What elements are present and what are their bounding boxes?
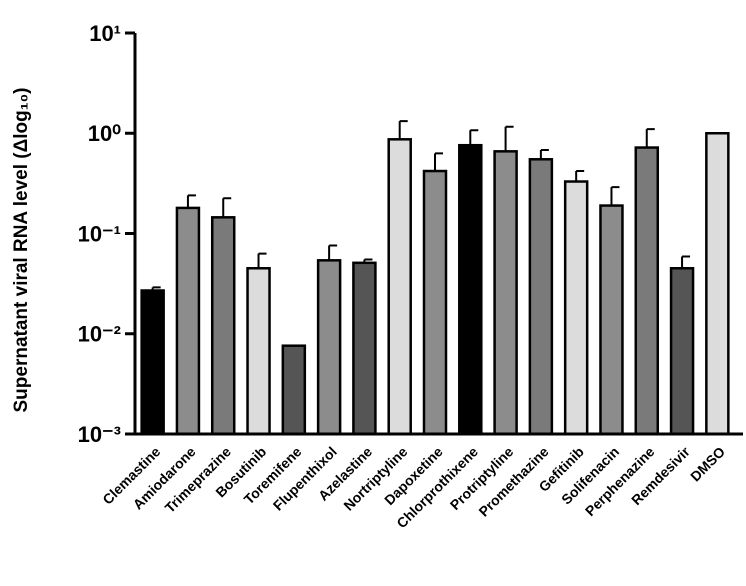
error-bar: [398, 120, 408, 140]
error-bar: [681, 255, 691, 269]
bar: [352, 261, 377, 436]
x-tick-label: DMSO: [687, 443, 728, 484]
y-tick-label: 10¹: [89, 21, 121, 46]
error-bar: [539, 149, 549, 160]
error-bar: [186, 194, 196, 208]
bar: [528, 158, 554, 436]
y-tick-label: 10⁰: [88, 121, 121, 146]
bar: [210, 216, 236, 436]
bar: [316, 259, 342, 436]
bar: [634, 146, 660, 436]
error-bar: [434, 152, 443, 172]
bar: [563, 180, 589, 436]
error-bar: [469, 129, 479, 146]
error-bar: [328, 244, 338, 261]
bar: [281, 344, 307, 436]
axes: [133, 33, 743, 436]
y-tick-label: 10⁻³: [78, 422, 121, 447]
bar: [599, 204, 624, 436]
error-bar: [645, 128, 655, 148]
error-bar: [575, 170, 585, 182]
bar: [175, 206, 201, 436]
bar: [140, 289, 165, 436]
error-bar: [610, 186, 620, 206]
bar: [493, 150, 518, 436]
error-bar: [504, 125, 514, 152]
y-tick-label: 10⁻²: [78, 322, 121, 347]
error-bar: [257, 252, 267, 269]
bar: [246, 267, 271, 436]
y-tick-label: 10⁻¹: [78, 221, 121, 246]
bar: [705, 132, 730, 436]
bar: [422, 169, 448, 436]
bar: [387, 138, 412, 436]
bar: [458, 143, 483, 436]
bar: [669, 267, 695, 436]
error-bar: [222, 197, 232, 218]
y-axis-label: Supernatant viral RNA level (Δlog₁₀): [11, 88, 32, 413]
